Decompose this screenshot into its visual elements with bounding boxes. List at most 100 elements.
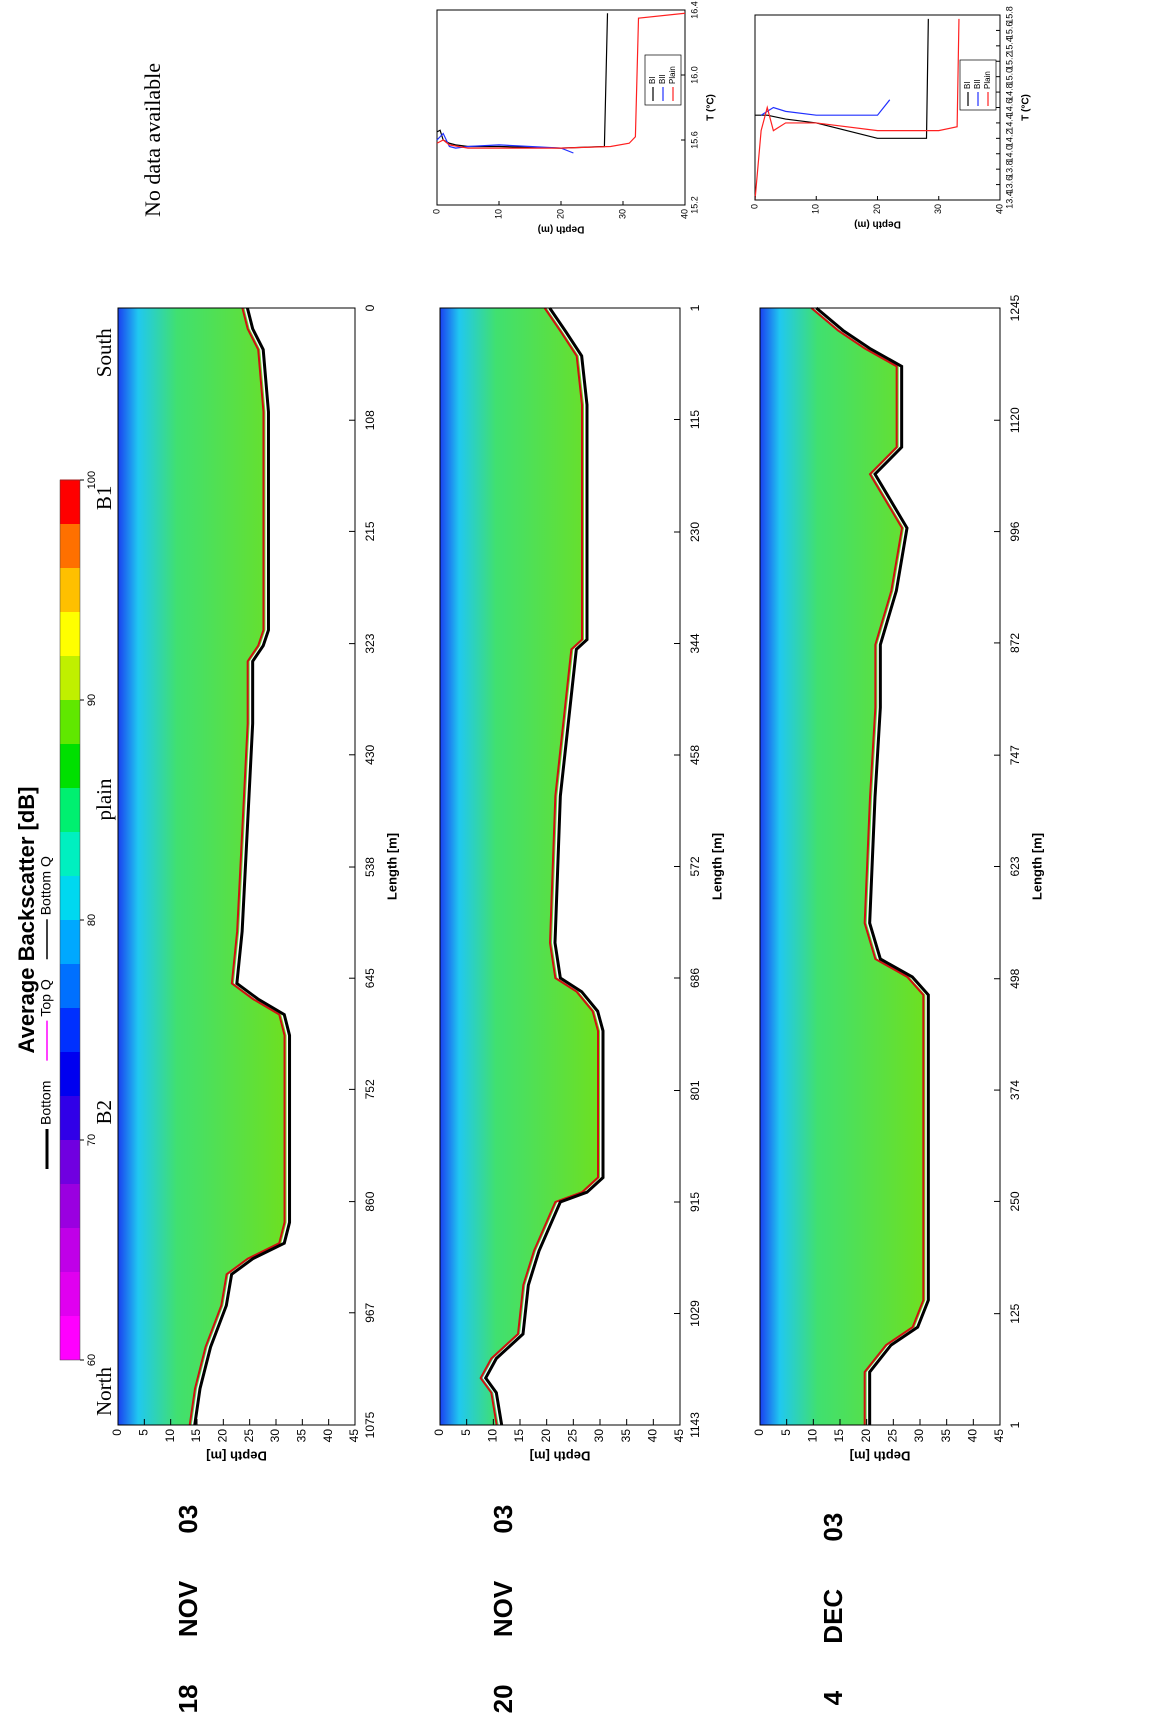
colorbar-tick-label: 60: [86, 1354, 98, 1366]
y-tick-label: 25: [242, 1429, 256, 1443]
y-tick-label: 15: [189, 1429, 203, 1443]
colorbar-segment: [60, 788, 80, 833]
y-tick-label: 10: [486, 1429, 500, 1443]
site-label: plain: [92, 778, 116, 820]
x-tick-label: 1245: [1008, 294, 1022, 321]
x-tick-label: 250: [1008, 1191, 1022, 1211]
x-tick-label: 16.4: [689, 1, 699, 19]
y-axis-label: Depth [m]: [850, 1449, 911, 1464]
page: 1075967860752645538430323215108005101520…: [0, 0, 1150, 1729]
figure: 1075967860752645538430323215108005101520…: [0, 0, 1150, 1729]
x-tick-label: 801: [688, 1080, 702, 1100]
x-tick-label: 108: [363, 410, 377, 430]
colorbar-tick-label: 80: [86, 914, 98, 926]
y-tick-label: 5: [779, 1429, 793, 1436]
x-tick-label: 374: [1008, 1080, 1022, 1100]
x-axis-label: Length [m]: [384, 833, 399, 900]
site-label: South: [92, 328, 116, 378]
x-tick-label: 15.2: [689, 196, 699, 214]
y-tick-label: 20: [539, 1429, 553, 1443]
x-axis-label: T (°C): [706, 94, 717, 121]
x-tick-label: 747: [1008, 745, 1022, 765]
y-tick-label: 0: [749, 204, 759, 209]
y-tick-label: 25: [566, 1429, 580, 1443]
x-tick-label: 15.6: [689, 131, 699, 149]
y-tick-label: 45: [347, 1429, 361, 1443]
rotated-frame: 1075967860752645538430323215108005101520…: [14, 1, 1045, 1713]
y-tick-label: 35: [295, 1429, 309, 1443]
y-tick-label: 10: [493, 209, 503, 219]
y-tick-label: 40: [646, 1429, 660, 1443]
x-tick-label: 752: [363, 1079, 377, 1099]
y-tick-label: 10: [163, 1429, 177, 1443]
x-tick-label: 0: [363, 304, 377, 311]
y-tick-label: 5: [137, 1429, 151, 1436]
x-tick-label: 1029: [688, 1300, 702, 1327]
date-label: 4 DEC 03: [818, 1513, 848, 1706]
y-tick-label: 0: [110, 1429, 124, 1436]
x-tick-label: 498: [1008, 968, 1022, 988]
colorbar-tick-label: 70: [86, 1134, 98, 1146]
y-tick-label: 30: [933, 204, 943, 214]
x-axis-label: Length [m]: [709, 833, 724, 900]
colorbar-segment: [60, 1008, 80, 1053]
x-tick-label: 458: [688, 745, 702, 765]
y-tick-label: 15: [832, 1429, 846, 1443]
y-tick-label: 15: [512, 1429, 526, 1443]
y-tick-label: 40: [966, 1429, 980, 1443]
colorbar-segment: [60, 1052, 80, 1097]
colorbar-segment: [60, 1184, 80, 1229]
colorbar-tick-label: 90: [86, 694, 98, 706]
x-tick-label: 860: [363, 1191, 377, 1211]
y-tick-label: 5: [459, 1429, 473, 1436]
y-tick-label: 35: [939, 1429, 953, 1443]
colorbar-segment: [60, 1140, 80, 1185]
legend-label: BII: [658, 74, 667, 84]
plot-frame: [437, 10, 685, 205]
colorbar-segment: [60, 876, 80, 921]
x-tick-label: 215: [363, 521, 377, 541]
colorbar-segment: [60, 612, 80, 657]
y-tick-label: 20: [872, 204, 882, 214]
y-axis-label: Depth [m]: [530, 1449, 591, 1464]
colorbar-segment: [60, 1228, 80, 1273]
legend-label: BI: [648, 76, 657, 84]
x-tick-label: 686: [688, 968, 702, 988]
x-tick-label: 1075: [363, 1411, 377, 1438]
x-tick-label: 16.0: [689, 66, 699, 84]
x-tick-label: 125: [1008, 1303, 1022, 1323]
colorbar-segment: [60, 964, 80, 1009]
x-tick-label: 1: [1008, 1421, 1022, 1428]
colorbar-segment: [60, 656, 80, 701]
x-tick-label: 572: [688, 856, 702, 876]
site-label: B2: [92, 1100, 116, 1125]
colorbar-segment: [60, 568, 80, 613]
y-tick-label: 30: [617, 209, 627, 219]
x-tick-label: 538: [363, 857, 377, 877]
x-tick-label: 1: [688, 304, 702, 311]
y-tick-label: 0: [752, 1429, 766, 1436]
colorbar-segment: [60, 832, 80, 877]
y-axis-label: Depth (m): [854, 218, 901, 229]
y-tick-label: 20: [216, 1429, 230, 1443]
x-tick-label: 967: [363, 1302, 377, 1322]
x-axis-label: T (°C): [1021, 94, 1032, 121]
y-tick-label: 35: [619, 1429, 633, 1443]
colorbar-segment: [60, 920, 80, 965]
x-tick-label: 915: [688, 1192, 702, 1212]
x-tick-label: 1143: [688, 1412, 702, 1438]
y-tick-label: 40: [321, 1429, 335, 1443]
colorbar-segment: [60, 700, 80, 745]
x-tick-label: 872: [1008, 633, 1022, 653]
colorbar-segment: [60, 524, 80, 569]
y-tick-label: 10: [811, 204, 821, 214]
y-axis-label: Depth (m): [538, 223, 585, 234]
colorbar-segment: [60, 1316, 80, 1361]
y-tick-label: 40: [679, 209, 689, 219]
x-tick-label: 323: [363, 633, 377, 653]
legend-label: Plain: [983, 71, 992, 89]
y-tick-label: 20: [859, 1429, 873, 1443]
y-tick-label: 30: [268, 1429, 282, 1443]
y-tick-label: 10: [806, 1429, 820, 1443]
y-tick-label: 45: [672, 1429, 686, 1443]
